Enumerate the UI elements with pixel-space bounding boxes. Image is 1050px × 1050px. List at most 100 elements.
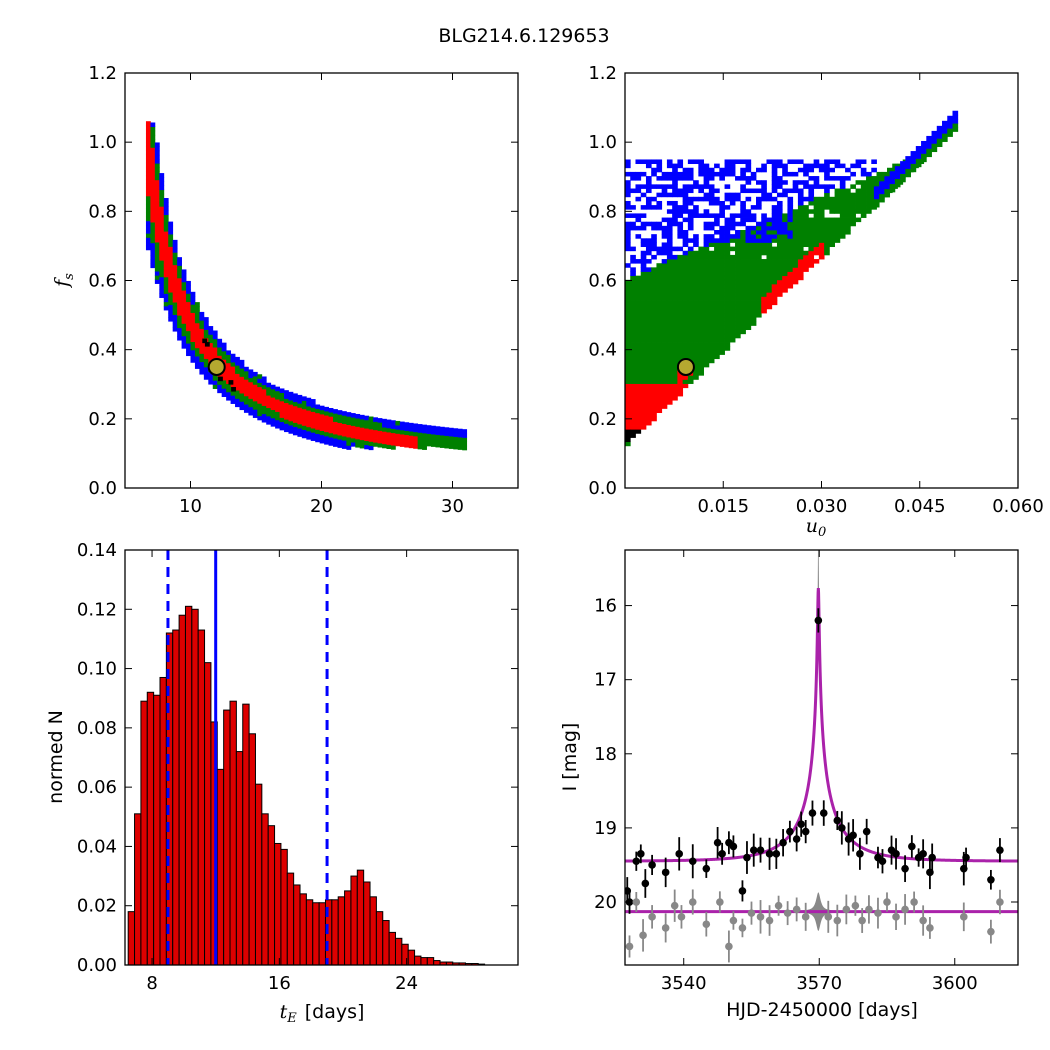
heatmap-cell	[651, 416, 657, 422]
xlabel-u0: u0	[806, 515, 827, 540]
heatmap-cell	[926, 135, 932, 141]
heatmap-cell	[208, 375, 214, 381]
heatmap-cell	[682, 167, 689, 173]
heatmap-cell	[656, 292, 663, 297]
heatmap-cell	[346, 420, 352, 425]
heatmap-cell	[177, 315, 182, 320]
heatmap-cell	[661, 354, 668, 360]
heatmap-cell	[787, 275, 794, 281]
heatmap-cell	[797, 275, 804, 281]
heatmap-cell	[625, 408, 631, 414]
heatmap-cell	[693, 346, 699, 351]
heatmap-cell	[860, 167, 867, 173]
heatmap-cell	[172, 268, 178, 274]
heatmap-cell	[651, 375, 657, 380]
heatmap-cell	[756, 288, 762, 293]
heatmap-cell	[333, 433, 338, 439]
heatmap-cell	[625, 230, 631, 235]
heatmap-cell	[422, 441, 427, 446]
heatmap-cell	[666, 254, 673, 260]
heatmap-cell	[386, 440, 392, 445]
heatmap-cell	[703, 354, 710, 360]
heatmap-cell	[275, 394, 280, 400]
heatmap-cell	[261, 417, 267, 423]
heatmap-cell	[199, 311, 205, 317]
x-tick-label: 0.015	[697, 496, 749, 517]
heatmap-cell	[672, 379, 678, 384]
panel-frame	[624, 549, 1019, 966]
heatmap-cell	[745, 196, 752, 202]
heatmap-cell	[850, 196, 856, 202]
panel-fs-vs-tE: 10 20 300.00.20.40.60.81.01.2 fs	[51, 63, 519, 517]
heatmap-cell	[150, 176, 156, 181]
heatmap-cell	[666, 263, 673, 268]
heatmap-cell	[630, 288, 636, 293]
heatmap-cell	[834, 225, 841, 231]
heatmap-cell	[813, 250, 820, 256]
heatmap-cell	[771, 196, 778, 202]
heatmap-cell	[163, 264, 169, 269]
heatmap-cell	[745, 300, 752, 306]
heatmap-cell	[756, 180, 762, 185]
heatmap-cell	[292, 401, 298, 407]
heatmap-cell	[651, 317, 657, 322]
heatmap-cell	[257, 395, 263, 400]
heatmap-cell	[672, 221, 678, 227]
heatmap-cell	[829, 230, 835, 235]
residuals-point	[729, 916, 738, 925]
heatmap-cell	[625, 354, 631, 360]
heatmap-cell	[672, 263, 678, 268]
heatmap-cell	[154, 225, 160, 231]
heatmap-cell	[745, 254, 752, 260]
heatmap-cell	[154, 217, 160, 222]
heatmap-cell	[813, 184, 820, 189]
heatmap-cell	[682, 271, 689, 277]
residuals-point	[670, 901, 679, 910]
heatmap-cell	[656, 379, 663, 384]
heatmap-cell	[724, 333, 731, 339]
heatmap-cell	[708, 342, 715, 347]
heatmap-cell	[682, 192, 689, 198]
heatmap-cell	[756, 200, 762, 206]
heatmap-cell	[682, 300, 689, 306]
heatmap-cell	[682, 230, 689, 235]
heatmap-cell	[672, 358, 678, 364]
residuals-point	[747, 909, 756, 917]
heatmap-cell	[181, 281, 187, 287]
heatmap-cell	[341, 423, 347, 429]
heatmap-cell	[640, 408, 647, 414]
heatmap-cell	[154, 250, 160, 255]
heatmap-cell	[154, 262, 160, 268]
heatmap-cell	[159, 289, 165, 294]
heatmap-cell	[630, 396, 636, 401]
heatmap-cell	[651, 196, 657, 202]
heatmap-cell	[221, 371, 227, 377]
heatmap-cell	[154, 221, 160, 226]
heatmap-cell	[703, 292, 710, 297]
heatmap-cell	[698, 196, 704, 202]
heatmap-cell	[630, 225, 636, 231]
heatmap-cell	[661, 313, 668, 318]
heatmap-cell	[729, 192, 736, 198]
heatmap-cell	[163, 251, 169, 257]
heatmap-cell	[145, 125, 151, 130]
heatmap-cell	[333, 409, 338, 414]
heatmap-cell	[275, 390, 280, 396]
heatmap-cell	[750, 271, 757, 277]
heatmap-cell	[687, 167, 694, 173]
heatmap-cell	[266, 382, 272, 388]
heatmap-cell	[177, 277, 182, 283]
heatmap-cell	[787, 159, 794, 165]
heatmap-cell	[818, 167, 825, 173]
heatmap-cell	[212, 376, 218, 381]
heatmap-cell	[818, 238, 825, 243]
heatmap-cell	[672, 176, 678, 181]
heatmap-cell	[792, 279, 799, 285]
heatmap-cell	[190, 312, 196, 318]
heatmap-cell	[766, 221, 773, 227]
heatmap-cell	[661, 396, 668, 401]
heatmap-cell	[782, 221, 788, 227]
heatmap-cell	[672, 200, 678, 206]
y-tick-label: 0.0	[88, 478, 117, 499]
heatmap-cell	[693, 342, 699, 347]
